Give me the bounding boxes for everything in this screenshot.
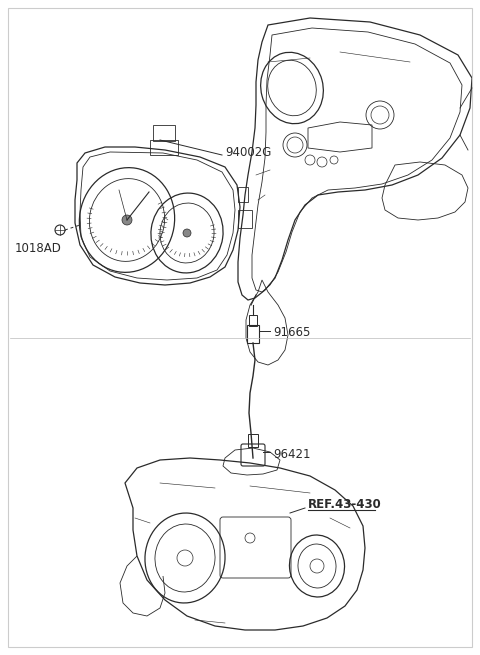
Circle shape: [183, 229, 191, 237]
Bar: [153, 125, 175, 141]
Bar: [249, 315, 257, 326]
Text: 1018AD: 1018AD: [15, 242, 62, 255]
Bar: [238, 187, 248, 202]
Text: 96421: 96421: [273, 447, 311, 460]
Bar: [150, 140, 178, 155]
Bar: [248, 434, 258, 447]
Text: REF.43-430: REF.43-430: [308, 498, 382, 512]
Text: 94002G: 94002G: [225, 145, 271, 159]
Bar: [247, 325, 259, 343]
Bar: [238, 210, 252, 228]
Circle shape: [122, 215, 132, 225]
Text: 91665: 91665: [273, 326, 311, 339]
